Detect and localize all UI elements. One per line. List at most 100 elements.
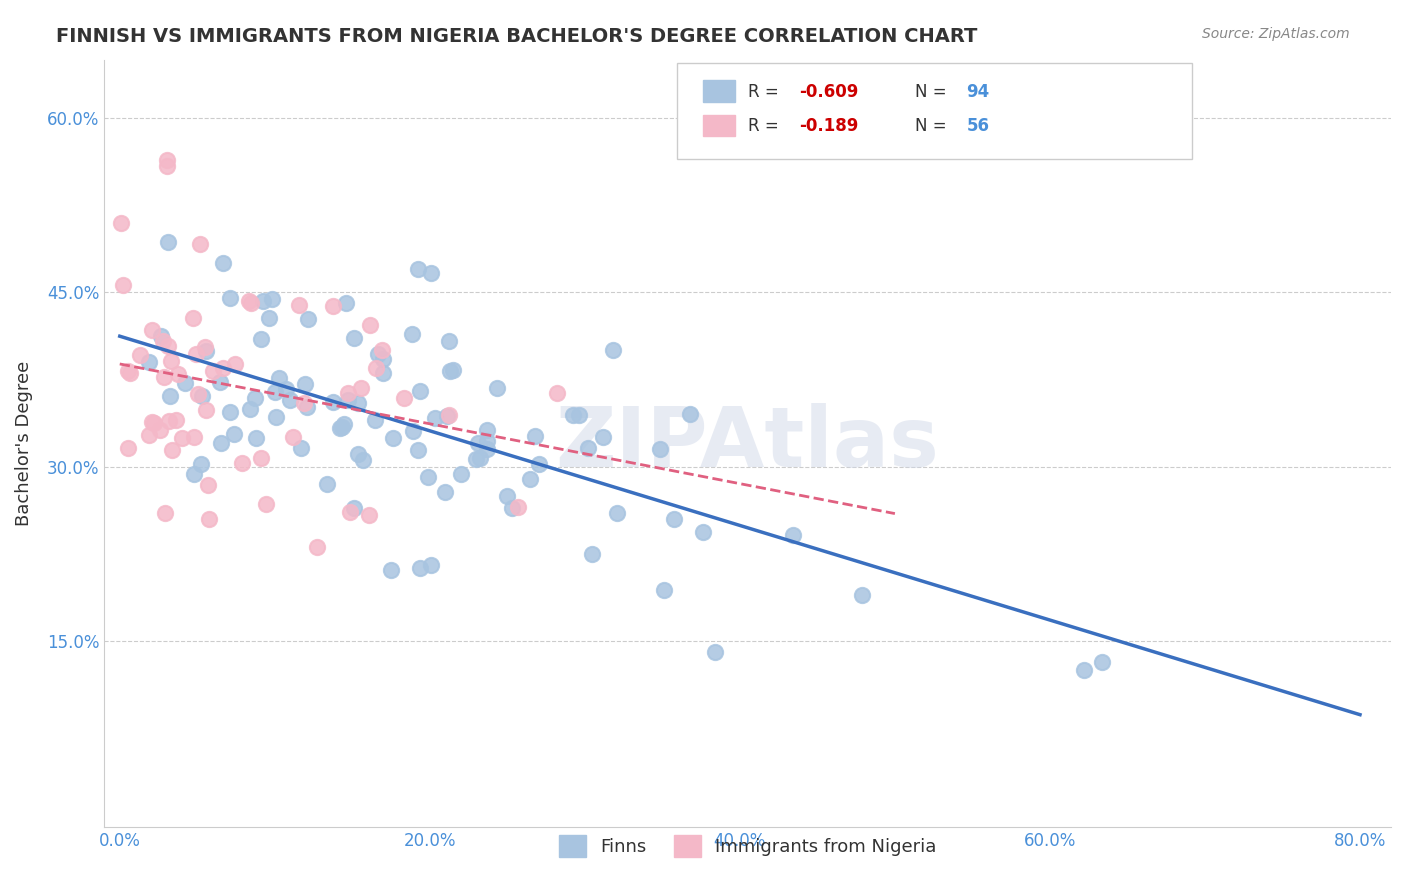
Point <box>486 380 509 394</box>
Point <box>477 442 499 457</box>
Legend: Finns, Immigrants from Nigeria: Finns, Immigrants from Nigeria <box>551 828 943 864</box>
Point <box>160 354 183 368</box>
Point <box>190 389 212 403</box>
Point <box>654 582 676 597</box>
Point <box>156 339 179 353</box>
Point <box>581 547 603 561</box>
Point <box>467 436 489 450</box>
Point <box>373 352 395 367</box>
Point <box>138 428 160 442</box>
Point <box>198 512 221 526</box>
Point <box>692 524 714 539</box>
Point <box>238 293 260 308</box>
Point <box>439 364 461 378</box>
Point <box>149 329 172 343</box>
Point <box>406 262 429 277</box>
Point <box>420 558 443 573</box>
Point <box>602 343 624 358</box>
Point <box>367 347 389 361</box>
Point <box>332 417 354 432</box>
Point <box>170 431 193 445</box>
Point <box>359 508 381 522</box>
Point <box>211 256 233 270</box>
Text: N =: N = <box>915 117 952 135</box>
Point <box>703 645 725 659</box>
Point <box>152 334 174 348</box>
Point <box>297 312 319 326</box>
Point <box>450 467 472 481</box>
Point <box>156 153 179 167</box>
Point <box>851 588 873 602</box>
Y-axis label: Bachelor's Degree: Bachelor's Degree <box>15 360 32 526</box>
Point <box>664 512 686 526</box>
Point <box>141 323 163 337</box>
Point <box>252 293 274 308</box>
Point <box>359 318 381 332</box>
Point <box>464 451 486 466</box>
FancyBboxPatch shape <box>676 63 1191 160</box>
Point <box>153 370 176 384</box>
Point <box>202 364 225 378</box>
Point <box>477 434 499 448</box>
Point <box>239 401 262 416</box>
Point <box>347 396 370 410</box>
Point <box>322 299 344 313</box>
Point <box>433 484 456 499</box>
Point <box>316 477 339 491</box>
Point <box>592 430 614 444</box>
Text: 56: 56 <box>966 117 990 135</box>
Point <box>267 371 290 385</box>
Point <box>194 340 217 354</box>
Point <box>288 297 311 311</box>
Point <box>436 409 458 424</box>
Text: R =: R = <box>748 83 783 101</box>
Point <box>254 497 277 511</box>
Point <box>245 432 267 446</box>
Point <box>364 413 387 427</box>
Point <box>401 326 423 341</box>
Point <box>477 423 499 437</box>
Point <box>437 334 460 349</box>
Point <box>231 456 253 470</box>
Point <box>441 363 464 377</box>
Point <box>352 452 374 467</box>
Point <box>290 441 312 455</box>
Point <box>222 427 245 442</box>
Point <box>380 563 402 577</box>
Point <box>249 332 271 346</box>
Point <box>346 447 368 461</box>
Point <box>149 424 172 438</box>
Point <box>276 382 298 396</box>
Point <box>187 387 209 401</box>
Point <box>174 376 197 391</box>
Point <box>190 457 212 471</box>
Point <box>117 441 139 455</box>
Point <box>679 407 702 421</box>
Point <box>157 235 180 249</box>
Point <box>153 506 176 520</box>
Point <box>330 419 353 434</box>
Point <box>239 296 262 310</box>
Point <box>262 292 284 306</box>
Point <box>197 477 219 491</box>
Point <box>250 451 273 466</box>
Text: Source: ZipAtlas.com: Source: ZipAtlas.com <box>1202 27 1350 41</box>
Point <box>219 405 242 419</box>
Point <box>423 411 446 425</box>
Point <box>183 467 205 481</box>
Point <box>305 540 328 554</box>
Text: FINNISH VS IMMIGRANTS FROM NIGERIA BACHELOR'S DEGREE CORRELATION CHART: FINNISH VS IMMIGRANTS FROM NIGERIA BACHE… <box>56 27 977 45</box>
Point <box>188 236 211 251</box>
Text: -0.189: -0.189 <box>799 117 859 135</box>
Point <box>263 384 285 399</box>
Point <box>110 216 132 230</box>
Point <box>568 408 591 422</box>
Point <box>401 425 423 439</box>
Point <box>219 291 242 305</box>
Point <box>418 470 440 484</box>
Point <box>184 346 207 360</box>
Point <box>650 442 672 456</box>
Point <box>527 457 550 471</box>
Point <box>224 357 246 371</box>
Point <box>257 311 280 326</box>
